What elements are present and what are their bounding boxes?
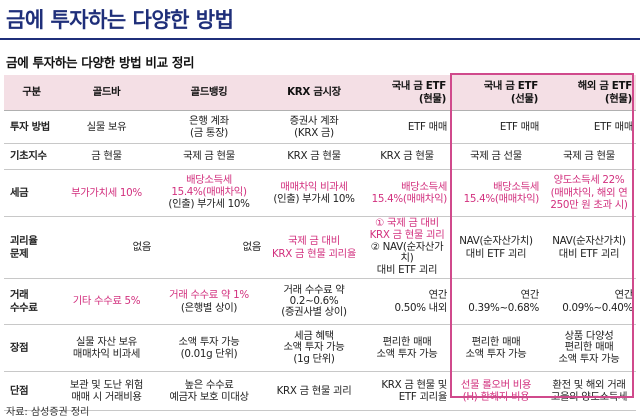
cell: 부가가치세 10% [59, 169, 154, 217]
cell: 편리한 매매 소액 투자 가능 [364, 324, 450, 373]
cell: KRX 금 현물 [364, 143, 450, 170]
cell-domestic-spot-deviation: ① 국제 금 대비 KRX 금 현물 괴리 ② NAV(순자산가치) 대비 ET… [364, 216, 450, 280]
header-overseas-etf-spot: 해외 금 ETF (현물) [542, 75, 636, 111]
cell: KRX 금 현물 및 ETF 괴리율 [364, 371, 450, 412]
tax-exempt-text: 매매차익 비과세 [280, 180, 348, 193]
cell: 양도소득세 22% (매매차익, 해외 연 250만 원 초과 시) [542, 169, 636, 217]
cell: 은행 계좌 (금 통장) [154, 110, 264, 144]
deviation-text-4: 대비 ETF 괴리 [376, 264, 438, 277]
cell: 연간 0.39%~0.68% [450, 278, 542, 326]
cell-krx-tax: 매매차익 비과세 (인출) 부가세 10% [264, 169, 364, 217]
header-domestic-etf-futures: 국내 금 ETF (선물) [450, 75, 542, 111]
cell: ETF 매매 [542, 110, 636, 144]
cell: 국제 금 현물 [154, 143, 264, 170]
table-row: 세금 부가가치세 10% 배당소득세 15.4%(매매차익) (인출) 부가세 … [4, 169, 636, 217]
deviation-text-2: KRX 금 현물 괴리 [369, 228, 445, 241]
row-label-advantages: 장점 [4, 324, 59, 373]
deviation-text-1: ① 국제 금 대비 [375, 217, 439, 229]
source-note: 자료: 삼성증권 정리 [6, 407, 90, 418]
cell: 거래 수수료 약 0.2~0.6% (증권사별 상이) [264, 278, 364, 326]
cell: 기타 수수료 5% [59, 278, 154, 326]
page-title: 금에 투자하는 다양한 방법 [6, 8, 234, 32]
table-row: 거래 수수료 기타 수수료 5% 거래 수수료 약 1% (은행별 상이) 거래… [4, 278, 636, 326]
table-title: 금에 투자하는 다양한 방법 비교 정리 [6, 55, 195, 70]
row-label-underlying-index: 기초지수 [4, 143, 59, 170]
table-row: 괴리율 문제 없음 없음 국제 금 대비 KRX 금 현물 괴리율 ① 국제 금… [4, 216, 636, 280]
table-row: 기초지수 금 현물 국제 금 현물 KRX 금 현물 KRX 금 현물 국제 금… [4, 143, 636, 170]
deviation-text-3: ② NAV(순자산가치) [370, 240, 444, 265]
cell-gold-banking-tax: 배당소득세 15.4%(매매차익) (인출) 부가세 10% [154, 169, 264, 217]
row-label-investment-method: 투자 방법 [4, 110, 59, 144]
row-label-disadvantages: 단점 [4, 371, 59, 412]
header-domestic-etf-spot: 국내 금 ETF (현물) [364, 75, 450, 111]
tax-vat-text: (인출) 부가세 10% [168, 197, 250, 210]
table-row: 장점 실물 자산 보유 매매차익 비과세 소액 투자 가능 (0.01g 단위)… [4, 324, 636, 373]
cell: 국제 금 현물 [542, 143, 636, 170]
header-gold-bar: 골드바 [59, 75, 154, 111]
cell: 선물 롤오버 비용 (H) 환헤지 비용 [450, 371, 542, 412]
row-label-trading-fee: 거래 수수료 [4, 278, 59, 326]
fee-text-1: 거래 수수료 약 1% [169, 289, 249, 302]
cell: 보관 및 도난 위험 매매 시 거래비용 [59, 371, 154, 412]
cell: 실물 자산 보유 매매차익 비과세 [59, 324, 154, 373]
cell: 증권사 계좌 (KRX 금) [264, 110, 364, 144]
tax-dividend-text: 배당소득세 [186, 174, 232, 187]
table-header-row: 구분 골드바 골드뱅킹 KRX 금시장 국내 금 ETF (현물) 국내 금 E… [4, 75, 636, 111]
cell-gold-banking-fee: 거래 수수료 약 1% (은행별 상이) [154, 278, 264, 326]
cell: NAV(순자산가치) 대비 ETF 괴리 [450, 216, 542, 280]
cell: 연간 0.50% 내외 [364, 278, 450, 326]
cell: 소액 투자 가능 (0.01g 단위) [154, 324, 264, 373]
cell: 국제 금 대비 KRX 금 현물 괴리율 [264, 216, 364, 280]
tax-dividend-rate-text: 15.4%(매매차익) [171, 186, 247, 199]
cell: 환전 및 해외 거래 고율의 양도소득세 [542, 371, 636, 412]
cell: 배당소득세 15.4%(매매차익) [450, 169, 542, 217]
table-row: 투자 방법 실물 보유 은행 계좌 (금 통장) 증권사 계좌 (KRX 금) … [4, 110, 636, 144]
comparison-table: 구분 골드바 골드뱅킹 KRX 금시장 국내 금 ETF (현물) 국내 금 E… [4, 75, 636, 412]
cell: 편리한 매매 소액 투자 가능 [450, 324, 542, 373]
fee-text-2: (은행별 상이) [180, 301, 238, 314]
cell: 금 현물 [59, 143, 154, 170]
cell: 없음 [59, 216, 154, 280]
row-label-deviation-issue: 괴리율 문제 [4, 216, 59, 280]
cell: 세금 혜택 소액 투자 가능 (1g 단위) [264, 324, 364, 373]
cell: ETF 매매 [450, 110, 542, 144]
table-row: 단점 보관 및 도난 위험 매매 시 거래비용 높은 수수료 예금자 보호 미대… [4, 371, 636, 412]
cell: ETF 매매 [364, 110, 450, 144]
cell: 상품 다양성 편리한 매매 소액 투자 가능 [542, 324, 636, 373]
cell: 국제 금 선물 [450, 143, 542, 170]
cell: NAV(순자산가치) 대비 ETF 괴리 [542, 216, 636, 280]
header-category: 구분 [4, 75, 59, 111]
cell: 실물 보유 [59, 110, 154, 144]
tax-vat-text: (인출) 부가세 10% [273, 193, 355, 205]
title-divider [0, 38, 640, 40]
header-krx-gold-market: KRX 금시장 [264, 75, 364, 111]
cell: 배당소득세 15.4%(매매차익) [364, 169, 450, 217]
cell: 연간 0.09%~0.40% [542, 278, 636, 326]
cell: 없음 [154, 216, 264, 280]
header-gold-banking: 골드뱅킹 [154, 75, 264, 111]
cell: 높은 수수료 예금자 보호 미대상 [154, 371, 264, 412]
cell: KRX 금 현물 괴리 [264, 371, 364, 412]
row-label-tax: 세금 [4, 169, 59, 217]
cell: KRX 금 현물 [264, 143, 364, 170]
